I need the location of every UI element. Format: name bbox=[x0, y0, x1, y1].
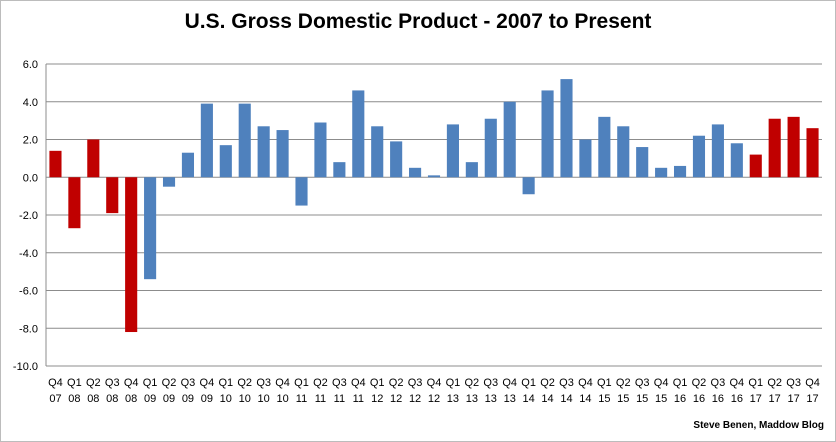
bar bbox=[371, 126, 384, 178]
chart-title: U.S. Gross Domestic Product - 2007 to Pr… bbox=[184, 10, 652, 33]
x-tick-label: Q1 12 bbox=[370, 377, 385, 405]
x-tick-label: Q2 13 bbox=[465, 377, 480, 405]
x-tick-label: Q4 12 bbox=[427, 377, 442, 405]
x-tick-label: Q1 10 bbox=[218, 377, 233, 405]
bar bbox=[768, 118, 781, 178]
bar bbox=[465, 162, 478, 178]
x-tick-label: Q2 17 bbox=[767, 377, 782, 405]
x-tick-label: Q2 10 bbox=[237, 377, 252, 405]
bar bbox=[181, 152, 195, 178]
bar bbox=[276, 130, 289, 178]
bar bbox=[427, 175, 441, 178]
bar bbox=[87, 139, 100, 178]
x-tick-label: Q3 12 bbox=[408, 377, 423, 405]
bar bbox=[522, 177, 535, 195]
x-tick-label: Q2 16 bbox=[692, 377, 707, 405]
x-tick-label: Q1 15 bbox=[597, 377, 612, 405]
bar bbox=[314, 122, 327, 178]
x-tick-label: Q4 16 bbox=[729, 377, 744, 405]
bar bbox=[68, 177, 81, 229]
bar bbox=[106, 177, 119, 214]
bar bbox=[125, 177, 138, 333]
bar bbox=[560, 79, 573, 178]
x-tick-label: Q4 14 bbox=[578, 377, 593, 405]
x-tick-label: Q1 09 bbox=[143, 377, 158, 405]
x-tick-label: Q3 10 bbox=[256, 377, 271, 405]
bar bbox=[711, 124, 724, 178]
x-tick-label: Q1 17 bbox=[748, 377, 763, 405]
bar bbox=[219, 145, 232, 178]
x-tick-label: Q4 13 bbox=[502, 377, 517, 405]
bar bbox=[257, 126, 270, 178]
x-tick-label: Q2 14 bbox=[540, 377, 555, 405]
x-tick-label: Q1 08 bbox=[67, 377, 82, 405]
x-tick-label: Q4 10 bbox=[275, 377, 290, 405]
bar bbox=[144, 177, 157, 280]
bar bbox=[749, 154, 762, 178]
x-tick-label: Q2 15 bbox=[616, 377, 631, 405]
bar bbox=[806, 128, 819, 178]
y-tick-label: -8.0 bbox=[19, 323, 38, 335]
bar bbox=[617, 126, 630, 178]
bar bbox=[200, 103, 213, 178]
bar bbox=[673, 165, 687, 178]
bar bbox=[484, 118, 497, 178]
x-tick-label: Q2 12 bbox=[389, 377, 404, 405]
bar bbox=[390, 141, 403, 178]
bar bbox=[446, 124, 459, 178]
bar bbox=[655, 167, 668, 178]
x-tick-label: Q3 14 bbox=[559, 377, 574, 405]
y-tick-label: 2.0 bbox=[23, 135, 38, 147]
x-tick-label: Q4 11 bbox=[351, 377, 366, 405]
bar bbox=[352, 90, 365, 178]
x-tick-label: Q1 13 bbox=[446, 377, 461, 405]
x-tick-label: Q3 16 bbox=[711, 377, 726, 405]
bar bbox=[49, 150, 62, 178]
y-tick-label: -4.0 bbox=[19, 248, 38, 260]
x-tick-label: Q3 08 bbox=[105, 377, 120, 405]
x-tick-label: Q2 11 bbox=[313, 377, 328, 405]
bar bbox=[598, 116, 611, 178]
bar bbox=[787, 116, 800, 178]
x-tick-label: Q3 15 bbox=[635, 377, 650, 405]
bar bbox=[730, 143, 743, 178]
x-tick-label: Q1 11 bbox=[294, 377, 309, 405]
bar bbox=[295, 177, 308, 206]
bar bbox=[636, 147, 649, 178]
bar bbox=[503, 101, 516, 178]
x-tick-label: Q1 16 bbox=[673, 377, 688, 405]
x-tick-label: Q4 07 bbox=[48, 377, 63, 405]
y-tick-label: -10.0 bbox=[13, 361, 38, 373]
x-tick-label: Q4 17 bbox=[805, 377, 820, 405]
x-tick-label: Q3 13 bbox=[483, 377, 498, 405]
x-tick-label: Q3 11 bbox=[332, 377, 347, 405]
y-tick-label: 6.0 bbox=[23, 59, 38, 71]
bar bbox=[692, 135, 706, 178]
x-tick-label: Q3 09 bbox=[181, 377, 196, 405]
bar bbox=[541, 90, 554, 178]
x-tick-label: Q2 08 bbox=[86, 377, 101, 405]
bar bbox=[409, 167, 422, 178]
x-tick-label: Q4 15 bbox=[654, 377, 669, 405]
y-tick-label: -6.0 bbox=[19, 286, 38, 298]
credit-text: Steve Benen, Maddow Blog bbox=[693, 420, 824, 431]
bar bbox=[579, 139, 592, 178]
bar bbox=[333, 162, 346, 178]
x-tick-label: Q4 08 bbox=[124, 377, 139, 405]
x-tick-label: Q4 09 bbox=[200, 377, 215, 405]
x-tick-label: Q1 14 bbox=[521, 377, 536, 405]
y-tick-label: 0.0 bbox=[23, 172, 38, 184]
y-tick-label: -2.0 bbox=[19, 210, 38, 222]
x-tick-label: Q2 09 bbox=[162, 377, 177, 405]
bar bbox=[238, 103, 251, 178]
y-tick-label: 4.0 bbox=[23, 97, 38, 109]
x-tick-label: Q3 17 bbox=[786, 377, 801, 405]
bar bbox=[162, 177, 176, 187]
